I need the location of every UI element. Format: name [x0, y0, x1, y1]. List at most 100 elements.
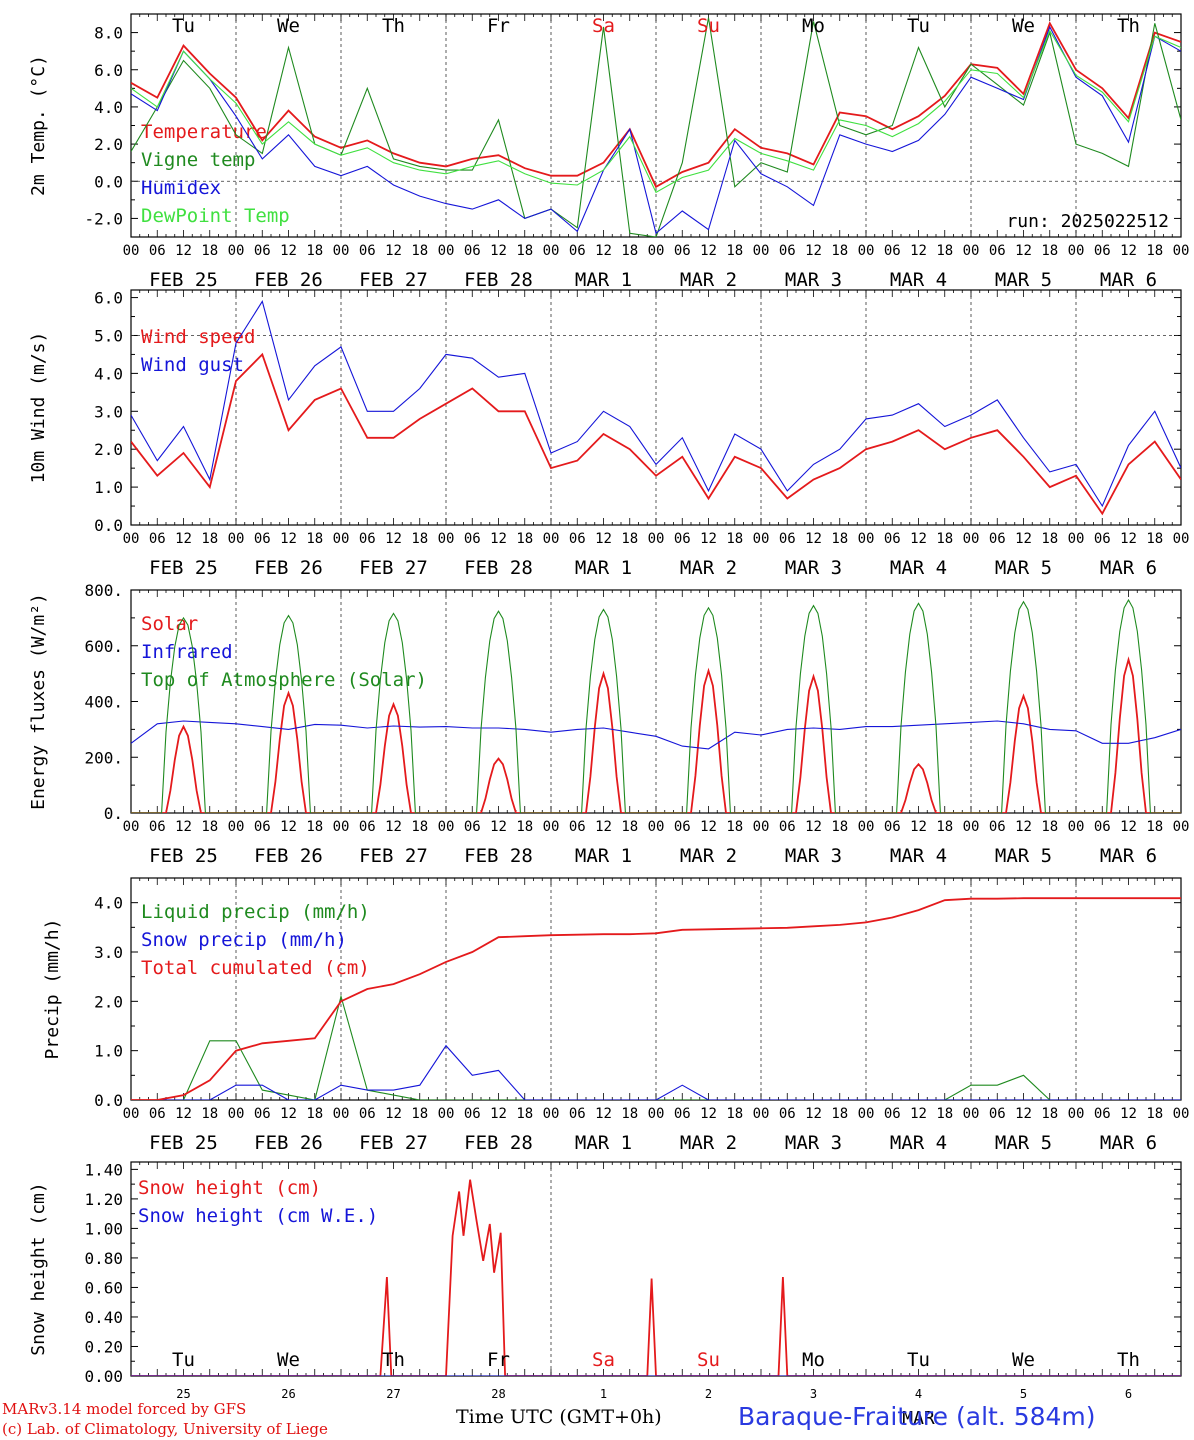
y-axis-label: 2m Temp. (°C)	[28, 55, 49, 196]
legend-entry: Vigne temp	[141, 149, 255, 171]
month-label: MAR	[902, 1408, 935, 1429]
y-tick-label: 200.	[84, 748, 123, 767]
date-label: MAR 2	[680, 557, 737, 579]
hour-label: 06	[254, 243, 271, 259]
hour-label: 12	[700, 531, 717, 547]
hour-label: 18	[201, 531, 218, 547]
date-label: MAR 3	[785, 845, 842, 867]
hour-label: 18	[201, 243, 218, 259]
y-tick-label: 6.0	[94, 61, 123, 80]
hour-label: 00	[543, 531, 560, 547]
y-tick-label: 4.0	[94, 98, 123, 117]
hour-label: 18	[621, 243, 638, 259]
hour-label: 00	[123, 819, 140, 835]
y-axis-label: 10m Wind (m/s)	[28, 332, 49, 484]
hour-label: 06	[569, 531, 586, 547]
hour-label: 18	[1041, 531, 1058, 547]
hour-label: 00	[438, 243, 455, 259]
y-tick-label: 400.	[84, 693, 123, 712]
hour-label: 12	[175, 531, 192, 547]
hour-label: 06	[464, 1106, 481, 1122]
hour-label: 06	[359, 243, 376, 259]
hour-label: 18	[726, 1106, 743, 1122]
date-label: MAR 1	[575, 1132, 632, 1154]
hour-label: 06	[149, 531, 166, 547]
hour-label: 00	[858, 819, 875, 835]
date-label: FEB 27	[359, 557, 428, 579]
y-tick-label: 0.00	[84, 1367, 123, 1386]
chart-panel-1: -2.0 0.0 2.0 4.0 6.0 8.0 2m Temp. (°C) Temperat…	[28, 13, 1189, 291]
day-number-label: 5	[1020, 1387, 1027, 1401]
hour-label: 12	[490, 531, 507, 547]
hour-label: 18	[306, 1106, 323, 1122]
hour-label: 00	[543, 819, 560, 835]
y-tick-label: 0.60	[84, 1278, 123, 1297]
y-tick-label: 0.0	[94, 172, 123, 191]
weekday-label: Tu	[172, 1349, 195, 1371]
date-label: MAR 5	[995, 845, 1052, 867]
y-tick-label: 6.0	[94, 289, 123, 308]
hour-label: 06	[254, 531, 271, 547]
hour-label: 00	[648, 243, 665, 259]
series-line-top-of-atmosphere-solar-	[131, 598, 1181, 813]
hour-label: 12	[1015, 243, 1032, 259]
y-axis-label: Energy fluxes (W/m²)	[28, 593, 49, 810]
weekday-label: Mo	[802, 15, 825, 37]
hour-label: 12	[595, 531, 612, 547]
y-tick-label: 1.40	[84, 1160, 123, 1179]
y-tick-label: 0.	[104, 804, 123, 823]
hour-label: 12	[910, 243, 927, 259]
plot-frame	[130, 589, 1182, 814]
weekday-label: Th	[382, 1349, 405, 1371]
weekday-label: Tu	[907, 1349, 930, 1371]
hour-label: 00	[1173, 819, 1190, 835]
date-label: MAR 5	[995, 1132, 1052, 1154]
series-line-wind-gust	[131, 300, 1181, 508]
hour-label: 00	[228, 531, 245, 547]
hour-label: 18	[936, 243, 953, 259]
hour-label: 18	[831, 531, 848, 547]
day-number-label: 28	[491, 1387, 505, 1401]
hour-label: 06	[1094, 1106, 1111, 1122]
date-label: FEB 27	[359, 1132, 428, 1154]
date-label: FEB 26	[254, 845, 323, 867]
hour-label: 06	[989, 531, 1006, 547]
weekday-label: Su	[697, 1349, 720, 1371]
hour-label: 18	[831, 819, 848, 835]
hour-label: 00	[753, 819, 770, 835]
hour-label: 06	[1094, 531, 1111, 547]
weekday-label: Th	[1117, 15, 1140, 37]
y-tick-label: 3.0	[94, 402, 123, 421]
hour-label: 06	[884, 531, 901, 547]
y-tick-label: 1.0	[94, 1042, 123, 1061]
legend-entry: Wind gust	[141, 354, 244, 376]
hour-label: 18	[936, 531, 953, 547]
date-label: MAR 3	[785, 1132, 842, 1154]
chart-panel-3: 0.200.400.600.800.Energy fluxes (W/m²) So…	[28, 581, 1189, 867]
date-label: MAR 4	[890, 1132, 947, 1154]
hour-label: 18	[621, 1106, 638, 1122]
day-number-label: 4	[915, 1387, 922, 1401]
date-label: MAR 3	[785, 269, 842, 291]
hour-label: 06	[884, 1106, 901, 1122]
legend-entry: Snow precip (mm/h)	[141, 929, 347, 951]
model-credit: MARv3.14 model forced by GFS	[2, 1400, 247, 1418]
hour-label: 12	[280, 819, 297, 835]
legend-entry: Wind speed	[141, 326, 255, 348]
hour-label: 06	[989, 819, 1006, 835]
hour-label: 18	[1146, 243, 1163, 259]
legend-entry: Top of Atmosphere (Solar)	[141, 669, 427, 691]
hour-label: 06	[359, 819, 376, 835]
legend-entry: Snow height (cm)	[138, 1177, 321, 1199]
date-label: MAR 4	[890, 845, 947, 867]
hour-label: 06	[779, 1106, 796, 1122]
hour-label: 00	[333, 1106, 350, 1122]
date-label: MAR 1	[575, 269, 632, 291]
hour-label: 12	[280, 243, 297, 259]
y-tick-label: 600.	[84, 637, 123, 656]
hour-label: 18	[1041, 1106, 1058, 1122]
hour-label: 18	[411, 1106, 428, 1122]
hour-label: 00	[858, 1106, 875, 1122]
hour-label: 12	[385, 1106, 402, 1122]
